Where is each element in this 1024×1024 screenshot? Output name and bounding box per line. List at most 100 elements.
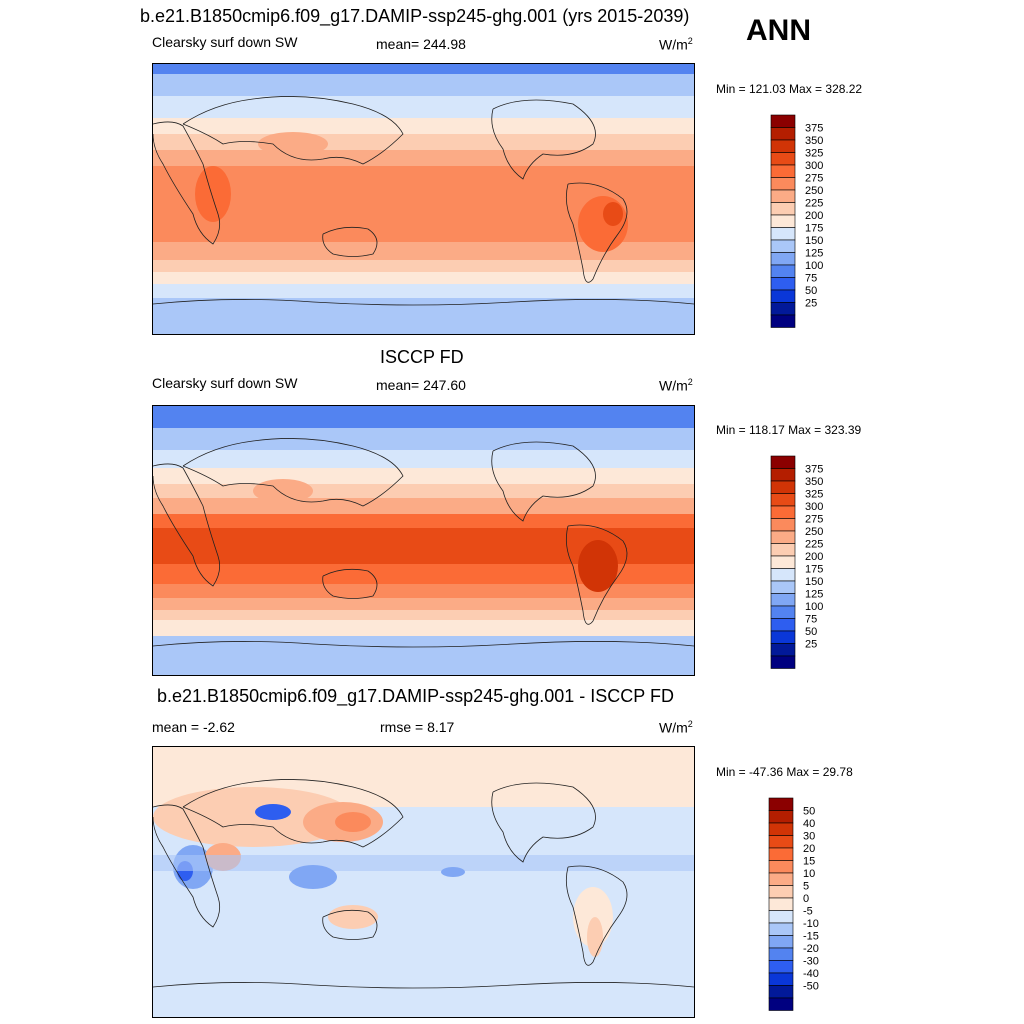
panel2-mean-label: mean= 247.60 — [376, 377, 466, 393]
colorbar-label: 125 — [805, 589, 823, 601]
panel3-mean-label: mean = -2.62 — [152, 719, 235, 735]
colorbar-swatch — [768, 972, 794, 986]
colorbar-label: 150 — [805, 235, 823, 247]
colorbar-label: 25 — [805, 639, 817, 651]
colorbar-label: 250 — [805, 185, 823, 197]
colorbar-swatch — [770, 214, 796, 228]
colorbar-swatch — [768, 947, 794, 961]
colorbar-label: -30 — [803, 956, 819, 968]
colorbar-label: 40 — [803, 818, 815, 830]
colorbar-swatch — [770, 227, 796, 241]
colorbar-swatch — [770, 314, 796, 328]
colorbar-swatch — [770, 239, 796, 253]
colorbar-swatch — [770, 127, 796, 141]
panel3-rmse-label: rmse = 8.17 — [380, 719, 455, 735]
colorbar-swatch — [770, 605, 796, 619]
colorbar-swatch — [770, 202, 796, 216]
panel3-units: W/m2 — [659, 719, 693, 736]
colorbar-label: -20 — [803, 943, 819, 955]
colorbar-swatch — [770, 164, 796, 178]
colorbar-swatch — [768, 810, 794, 824]
colorbar-swatch — [770, 643, 796, 657]
colorbar-label: 100 — [805, 260, 823, 272]
colorbar-swatch — [768, 847, 794, 861]
colorbar-label: -10 — [803, 918, 819, 930]
colorbar-swatch — [770, 555, 796, 569]
panel2-map — [152, 405, 695, 676]
panel1-title: b.e21.B1850cmip6.f09_g17.DAMIP-ssp245-gh… — [140, 6, 690, 26]
colorbar-swatch — [768, 922, 794, 936]
colorbar-swatch — [770, 568, 796, 582]
colorbar-label: 25 — [805, 298, 817, 310]
colorbar-swatch — [768, 960, 794, 974]
colorbar-swatch — [770, 152, 796, 166]
colorbar-label: 350 — [805, 135, 823, 147]
colorbar-swatch — [770, 530, 796, 544]
colorbar-swatch — [768, 797, 794, 811]
colorbar-label: 375 — [805, 464, 823, 476]
colorbar-label: 250 — [805, 526, 823, 538]
colorbar-swatch — [770, 264, 796, 278]
colorbar-swatch — [768, 910, 794, 924]
panel1-colorbar: 375 350 325 300 275 250 225 200 175 150 125 100 75 50… — [770, 114, 841, 329]
colorbar-swatch — [768, 822, 794, 836]
colorbar-label: 5 — [803, 881, 809, 893]
colorbar-label: 350 — [805, 476, 823, 488]
colorbar-label: -50 — [803, 981, 819, 993]
colorbar-swatch — [770, 543, 796, 557]
colorbar-label: 200 — [805, 210, 823, 222]
panel1-mean-label: mean= 244.98 — [376, 36, 466, 52]
colorbar-label: 225 — [805, 198, 823, 210]
colorbar-swatch — [770, 655, 796, 669]
colorbar-label: 75 — [805, 614, 817, 626]
colorbar-swatch — [770, 580, 796, 594]
colorbar-swatch — [770, 302, 796, 316]
colorbar-label: 50 — [805, 626, 817, 638]
panel2-title: ISCCP FD — [380, 347, 464, 367]
panel3-colorbar: 50 40 30 20 15 10 5 0 -5 -10 -15 -20 -30 -40 -50 — [768, 797, 839, 1012]
season-label: ANN — [746, 14, 811, 47]
colorbar-label: 300 — [805, 160, 823, 172]
colorbar-label: -15 — [803, 931, 819, 943]
colorbar-swatch — [768, 885, 794, 899]
colorbar-swatch — [770, 455, 796, 469]
colorbar-swatch — [770, 468, 796, 482]
panel1-variable-label: Clearsky surf down SW — [152, 34, 298, 50]
colorbar-label: 325 — [805, 489, 823, 501]
colorbar-label: 225 — [805, 539, 823, 551]
colorbar-swatch — [770, 139, 796, 153]
colorbar-label: -40 — [803, 968, 819, 980]
colorbar-swatch — [770, 189, 796, 203]
colorbar-swatch — [768, 872, 794, 886]
colorbar-label: 175 — [805, 564, 823, 576]
colorbar-label: 30 — [803, 831, 815, 843]
panel1-map — [152, 63, 695, 335]
colorbar-swatch — [770, 630, 796, 644]
colorbar-label: 20 — [803, 843, 815, 855]
panel3-title: b.e21.B1850cmip6.f09_g17.DAMIP-ssp245-gh… — [157, 686, 674, 706]
colorbar-swatch — [770, 480, 796, 494]
colorbar-swatch — [770, 252, 796, 266]
colorbar-label: 0 — [803, 893, 809, 905]
colorbar-swatch — [768, 897, 794, 911]
panel3-minmax: Min = -47.36 Max = 29.78 — [716, 765, 853, 779]
colorbar-label: 150 — [805, 576, 823, 588]
panel1-minmax: Min = 121.03 Max = 328.22 — [716, 82, 863, 96]
colorbar-swatch — [770, 289, 796, 303]
colorbar-swatch — [770, 505, 796, 519]
colorbar-label: -5 — [803, 906, 813, 918]
colorbar-swatch — [768, 985, 794, 999]
colorbar-label: 50 — [803, 806, 815, 818]
colorbar-swatch — [770, 493, 796, 507]
colorbar-label: 100 — [805, 601, 823, 613]
colorbar-label: 275 — [805, 173, 823, 185]
colorbar-swatch — [768, 860, 794, 874]
panel3-map — [152, 746, 695, 1018]
colorbar-label: 300 — [805, 501, 823, 513]
panel2-units: W/m2 — [659, 377, 693, 394]
panel1-units: W/m2 — [659, 36, 693, 53]
colorbar-swatch — [770, 114, 796, 128]
colorbar-swatch — [768, 935, 794, 949]
colorbar-swatch — [768, 835, 794, 849]
colorbar-swatch — [768, 997, 794, 1011]
